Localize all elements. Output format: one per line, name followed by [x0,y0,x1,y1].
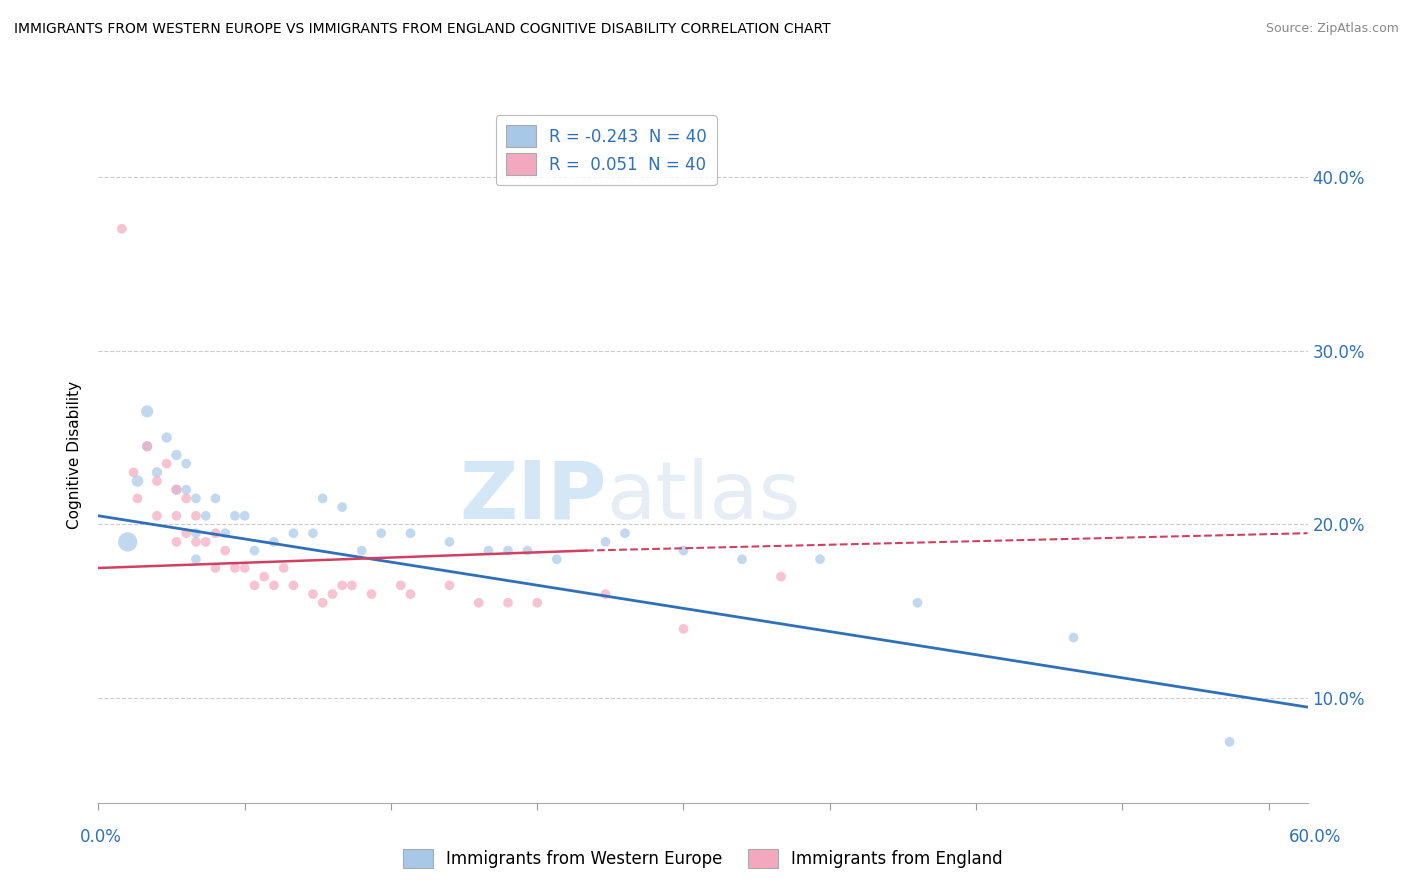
Point [526,596,548,610]
Point [283,526,305,541]
Point [263,578,285,592]
Point [340,578,363,592]
Point [595,534,617,549]
Text: 60.0%: 60.0% [1288,828,1341,846]
Point [127,474,149,488]
Point [253,570,276,584]
Text: ZIP: ZIP [458,458,606,536]
Point [1219,735,1241,749]
Point [595,587,617,601]
Point [731,552,754,566]
Point [184,508,207,523]
Point [174,491,197,506]
Point [184,534,207,549]
Point [516,543,538,558]
Point [312,491,335,506]
Point [273,561,295,575]
Point [330,500,353,514]
Point [156,457,179,471]
Point [122,466,145,480]
Legend: R = -0.243  N = 40, R =  0.051  N = 40: R = -0.243 N = 40, R = 0.051 N = 40 [496,115,717,185]
Point [283,578,305,592]
Point [184,491,207,506]
Point [263,534,285,549]
Legend: Immigrants from Western Europe, Immigrants from England: Immigrants from Western Europe, Immigran… [396,842,1010,875]
Point [360,587,382,601]
Point [165,448,187,462]
Point [146,508,169,523]
Point [672,543,695,558]
Point [302,587,325,601]
Point [1063,631,1085,645]
Text: IMMIGRANTS FROM WESTERN EUROPE VS IMMIGRANTS FROM ENGLAND COGNITIVE DISABILITY C: IMMIGRANTS FROM WESTERN EUROPE VS IMMIGR… [14,22,831,37]
Point [136,439,159,453]
Point [136,404,159,418]
Point [370,526,392,541]
Point [243,543,266,558]
Point [224,508,246,523]
Point [769,570,792,584]
Text: atlas: atlas [606,458,800,536]
Point [321,587,343,601]
Text: 0.0%: 0.0% [80,828,122,846]
Point [127,491,149,506]
Point [477,543,499,558]
Point [136,439,159,453]
Point [194,508,217,523]
Y-axis label: Cognitive Disability: Cognitive Disability [67,381,83,529]
Point [350,543,373,558]
Point [165,534,187,549]
Point [439,578,461,592]
Point [156,430,179,444]
Point [546,552,568,566]
Point [174,457,197,471]
Point [808,552,831,566]
Point [146,474,169,488]
Point [302,526,325,541]
Point [907,596,929,610]
Point [243,578,266,592]
Point [399,587,422,601]
Point [330,578,353,592]
Point [672,622,695,636]
Point [165,508,187,523]
Point [146,466,169,480]
Point [389,578,412,592]
Point [233,561,256,575]
Point [174,483,197,497]
Point [467,596,489,610]
Point [439,534,461,549]
Point [224,561,246,575]
Point [165,483,187,497]
Point [184,552,207,566]
Point [214,526,236,541]
Point [194,534,217,549]
Point [496,543,519,558]
Point [233,508,256,523]
Point [214,543,236,558]
Text: Source: ZipAtlas.com: Source: ZipAtlas.com [1265,22,1399,36]
Point [204,491,226,506]
Point [204,561,226,575]
Point [111,222,134,236]
Point [184,526,207,541]
Point [174,526,197,541]
Point [117,534,139,549]
Point [496,596,519,610]
Point [312,596,335,610]
Point [399,526,422,541]
Point [165,483,187,497]
Point [614,526,637,541]
Point [204,526,226,541]
